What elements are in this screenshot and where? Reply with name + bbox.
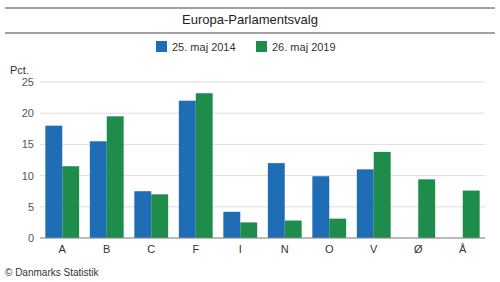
chart: Europa-Parlamentsvalg 25. maj 2014 26. maj… (0, 0, 500, 282)
x-tick-label: V (370, 243, 378, 255)
bar (107, 116, 124, 238)
grid-line (40, 82, 485, 83)
x-axis (40, 238, 485, 239)
y-tick-label: 5 (28, 201, 34, 213)
bar (418, 179, 435, 238)
grid-line (40, 238, 485, 239)
bar (240, 222, 257, 238)
footnote: © Danmarks Statistik (5, 267, 100, 278)
bar (151, 194, 168, 238)
bar (463, 191, 480, 238)
grid-line (40, 113, 485, 114)
bar (90, 141, 107, 238)
title-rule (5, 33, 495, 34)
bar (268, 163, 285, 238)
x-tick-label: Å (459, 243, 467, 255)
y-tick-label: 10 (22, 170, 34, 182)
bar (45, 126, 62, 238)
legend: 25. maj 2014 26. maj 2019 (156, 41, 336, 53)
x-tick-label: C (147, 243, 155, 255)
legend-swatch (156, 41, 167, 52)
x-tick-label: B (103, 243, 110, 255)
bar (134, 191, 151, 238)
bar (179, 101, 196, 238)
bar (374, 152, 391, 238)
x-tick-label: N (281, 243, 289, 255)
legend-label: 26. maj 2019 (272, 41, 336, 53)
grid (40, 82, 485, 238)
bar (62, 166, 79, 238)
bar (196, 93, 213, 238)
x-tick-label: A (59, 243, 67, 255)
title: Europa-Parlamentsvalg (182, 12, 318, 27)
y-tick-label: 20 (22, 107, 34, 119)
bar (357, 169, 374, 238)
bar (312, 176, 329, 238)
x-tick-label: Ø (414, 243, 423, 255)
x-tick-label: I (239, 243, 242, 255)
x-tick-label: F (192, 243, 199, 255)
bar (285, 221, 302, 238)
y-tick-label: 25 (22, 76, 34, 88)
bars (45, 93, 479, 238)
bar (329, 219, 346, 238)
y-tick-label: 15 (22, 138, 34, 150)
legend-swatch (256, 41, 267, 52)
title-rule (5, 8, 495, 9)
bar (223, 212, 240, 238)
legend-label: 25. maj 2014 (172, 41, 236, 53)
y-axis-label: Pct. (10, 64, 29, 76)
y-tick-label: 0 (28, 232, 34, 244)
x-tick-label: O (325, 243, 334, 255)
